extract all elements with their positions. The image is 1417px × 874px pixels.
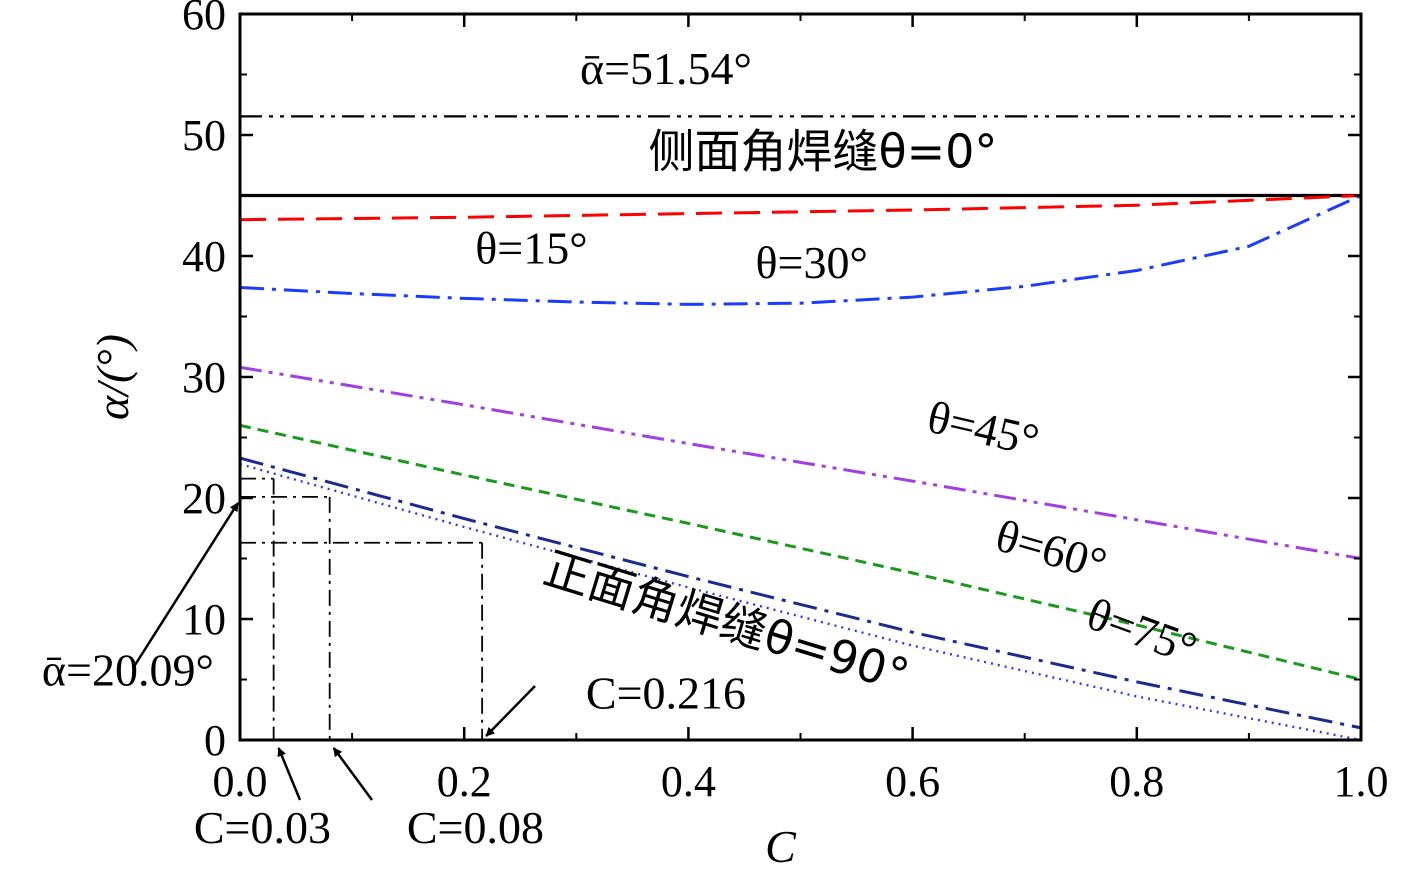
annotation-theta45: θ=45° xyxy=(923,391,1044,466)
annotation-c216: C=0.216 xyxy=(586,668,746,719)
annotation-c008: C=0.08 xyxy=(407,802,544,853)
annotation-theta0: 侧面角焊缝θ=0° xyxy=(648,125,997,179)
series-line-5 xyxy=(239,456,1362,730)
annotation-abar_bot: ᾱ=20.09° xyxy=(42,645,214,696)
y-tick-label-6: 60 xyxy=(182,0,226,39)
y-tick-label-2: 20 xyxy=(182,474,226,523)
annotation-theta60: θ=60° xyxy=(990,510,1112,590)
series-group xyxy=(239,193,1362,742)
arrow-c003 xyxy=(277,747,302,801)
arrow-c008 xyxy=(332,747,374,801)
series-line-3 xyxy=(239,365,1362,560)
y-tick-label-3: 30 xyxy=(182,353,226,402)
y-axis-title: α/(°) xyxy=(87,334,138,420)
annotation-theta30: θ=30° xyxy=(756,237,868,288)
x-tick-label-3: 0.6 xyxy=(885,757,940,806)
x-tick-label-4: 0.8 xyxy=(1109,757,1164,806)
y-tick-label-1: 10 xyxy=(182,595,226,644)
series-line-6 xyxy=(239,462,1362,742)
axes: 0.0 0.2 0.4 0.6 0.8 1.0 0 10 20 30 40 50 60 Cα/(°) xyxy=(87,0,1389,872)
annotation-theta15: θ=15° xyxy=(475,222,587,273)
x-tick-label-5: 1.0 xyxy=(1334,757,1389,806)
y-tick-label-0: 0 xyxy=(204,716,226,765)
arrow-c216 xyxy=(485,685,536,737)
x-tick-label-1: 0.2 xyxy=(437,757,492,806)
annotation-c003: C=0.03 xyxy=(194,802,331,853)
series-line-4 xyxy=(239,423,1362,681)
annotation-abar_top: ᾱ=51.54° xyxy=(580,43,752,94)
y-tick-label-5: 50 xyxy=(182,111,226,160)
x-tick-label-2: 0.4 xyxy=(661,757,716,806)
series-line-1 xyxy=(239,194,1362,222)
guide-lines xyxy=(240,115,1361,740)
y-tick-label-4: 40 xyxy=(182,232,226,281)
series-line-2 xyxy=(239,194,1362,306)
x-axis-title: C xyxy=(765,821,797,872)
arrow-abar-bottom xyxy=(133,502,240,666)
annotation-theta75: θ=75° xyxy=(1081,588,1204,674)
x-tick-label-0: 0.0 xyxy=(213,757,268,806)
